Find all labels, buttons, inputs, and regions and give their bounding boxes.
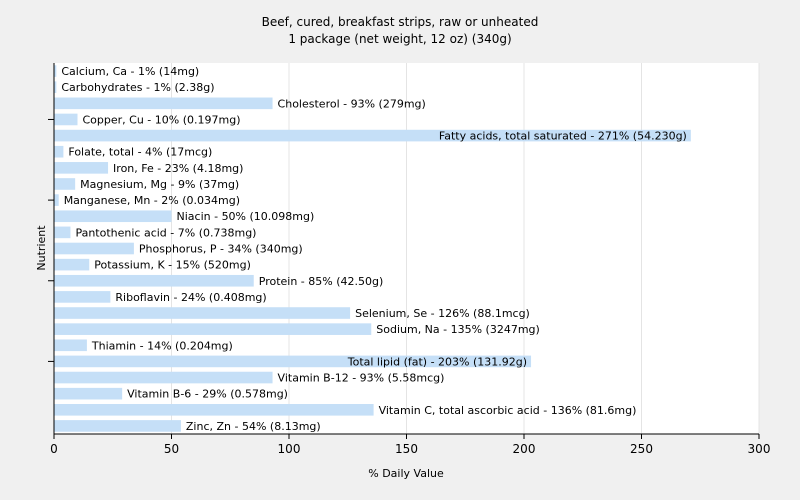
bar xyxy=(54,371,273,384)
chart-subtitle: 1 package (net weight, 12 oz) (340g) xyxy=(288,32,512,46)
x-tick-labels: 0 50 100 150 200 250 300 xyxy=(50,442,770,456)
bar-label: Riboflavin - 24% (0.408mg) xyxy=(115,291,266,304)
bar xyxy=(54,420,181,432)
bar xyxy=(54,97,273,110)
y-axis-label: Nutrient xyxy=(35,225,48,271)
x-tick-label: 250 xyxy=(630,442,653,456)
bar-label: Vitamin C, total ascorbic acid - 136% (8… xyxy=(379,404,637,417)
bar-label: Niacin - 50% (10.098mg) xyxy=(177,210,315,223)
x-tick-label: 0 xyxy=(50,442,58,456)
x-tick-label: 100 xyxy=(278,442,301,456)
bar xyxy=(54,194,59,206)
bar xyxy=(54,210,172,223)
bar xyxy=(54,339,87,352)
chart-title-block: Beef, cured, breakfast strips, raw or un… xyxy=(0,14,800,48)
bar xyxy=(54,129,691,142)
bar xyxy=(54,258,90,271)
bar-label: Pantothenic acid - 7% (0.738mg) xyxy=(75,226,256,239)
x-tick-label: 50 xyxy=(164,442,179,456)
bar-label: Total lipid (fat) - 203% (131.92g) xyxy=(347,355,527,368)
axes xyxy=(48,63,760,439)
bar-label: Calcium, Ca - 1% (14mg) xyxy=(61,65,199,78)
bar-label: Carbohydrates - 1% (2.38g) xyxy=(61,81,214,94)
bar-label: Phosphorus, P - 34% (340mg) xyxy=(139,243,303,256)
grid-lines xyxy=(53,63,760,434)
bar xyxy=(54,178,76,190)
bar xyxy=(54,113,78,126)
x-axis-label: % Daily Value xyxy=(368,467,444,480)
bar xyxy=(54,145,64,158)
bar-label: Potassium, K - 15% (520mg) xyxy=(94,259,251,272)
bar-label: Folate, total - 4% (17mcg) xyxy=(68,146,212,159)
bar xyxy=(54,387,123,400)
bar xyxy=(54,323,372,335)
bar-label: Vitamin B-6 - 29% (0.578mg) xyxy=(127,388,288,401)
bar-label: Manganese, Mn - 2% (0.034mg) xyxy=(64,194,240,207)
bar-label: Cholesterol - 93% (279mg) xyxy=(278,97,426,110)
bars xyxy=(54,65,691,432)
bar-label: Copper, Cu - 10% (0.197mg) xyxy=(83,113,241,126)
bar-label: Zinc, Zn - 54% (8.13mg) xyxy=(186,420,321,433)
bar xyxy=(54,274,254,287)
bar xyxy=(54,403,374,416)
bar-label: Selenium, Se - 126% (88.1mcg) xyxy=(355,307,530,320)
bar-label: Fatty acids, total saturated - 271% (54.… xyxy=(439,130,687,143)
bar xyxy=(54,242,134,255)
x-tick-label: 200 xyxy=(513,442,536,456)
bar xyxy=(54,291,111,303)
bar xyxy=(54,355,532,368)
bar-labels: Calcium, Ca - 1% (14mg) Carbohydrates - 1… xyxy=(61,65,687,433)
bar-label: Sodium, Na - 135% (3247mg) xyxy=(376,323,540,336)
bar-label: Iron, Fe - 23% (4.18mg) xyxy=(113,162,243,175)
bar-label: Protein - 85% (42.50g) xyxy=(259,275,384,288)
bar xyxy=(54,81,57,94)
bar xyxy=(54,65,57,77)
x-tick-label: 150 xyxy=(395,442,418,456)
bar-label: Magnesium, Mg - 9% (37mg) xyxy=(80,178,239,191)
bar xyxy=(54,307,351,319)
bar xyxy=(54,226,71,239)
x-tick-label: 300 xyxy=(748,442,771,456)
bar-label: Vitamin B-12 - 93% (5.58mcg) xyxy=(278,372,445,385)
bar xyxy=(54,162,109,174)
bar-label: Thiamin - 14% (0.204mg) xyxy=(91,339,233,352)
chart-title: Beef, cured, breakfast strips, raw or un… xyxy=(261,15,539,29)
